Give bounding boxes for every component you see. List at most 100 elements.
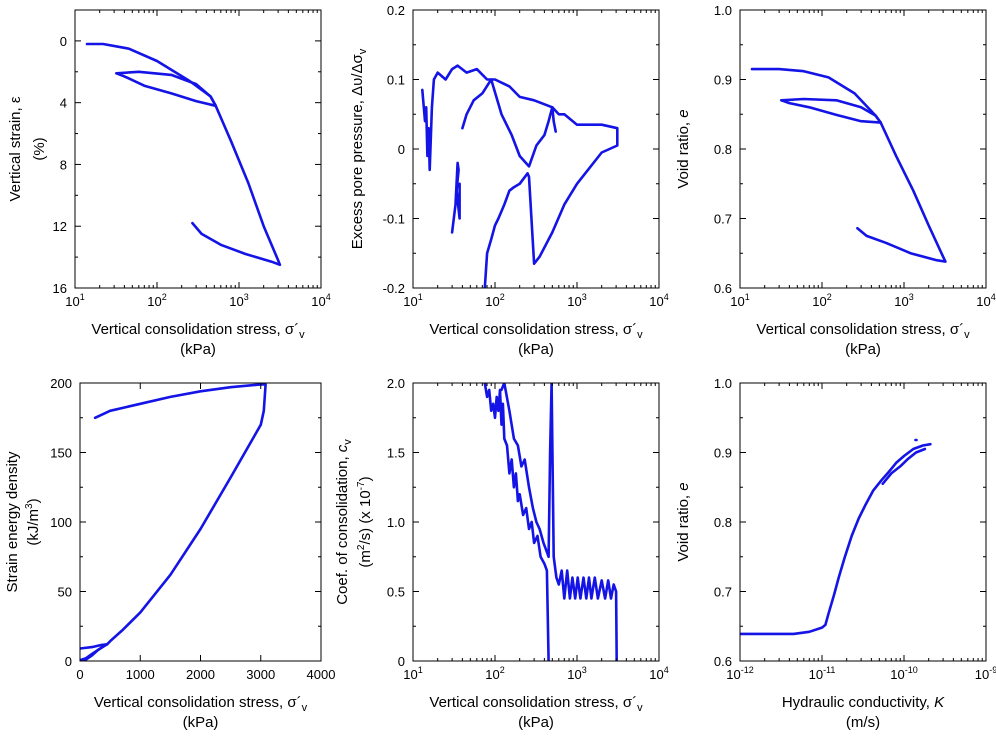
y-tick-label: 0 — [60, 34, 67, 49]
series-line-3 — [115, 70, 217, 108]
x-tick-label: 101 — [65, 292, 84, 309]
panel-6: 10-12 10-11 10-10 10-9 0.6 0.7 0.8 0.9 1.0 Hydrau… — [675, 376, 996, 731]
y-tick-label: 0.6 — [714, 281, 732, 296]
plot-frame — [739, 9, 987, 289]
x-tick-label: 2000 — [186, 667, 215, 682]
x-tick-label: 104 — [311, 292, 330, 309]
x-tick-label: 101 — [403, 292, 422, 309]
panel-2: 101 102 103 104 -0.2 -0.1 0 0.1 0.2 Vertical cons… — [349, 3, 669, 358]
y-tick-label: -0.1 — [383, 212, 405, 227]
x-tick-label: 101 — [730, 292, 749, 309]
x-axis-label: Vertical consolidation stress, σ´v — [756, 321, 970, 341]
series-line-2 — [450, 161, 461, 234]
y-axis-label: Excess pore pressure, Δυ/Δσv — [349, 48, 369, 249]
y-axis-label: Void ratio, e — [675, 109, 692, 188]
x-tick-label: 103 — [567, 292, 586, 309]
x-tick-label: 101 — [403, 665, 422, 682]
series-line-2 — [881, 447, 927, 486]
panel-5: 101 102 103 104 0 0.5 1.0 1.5 2.0 Vertical consol… — [334, 376, 669, 731]
x-tick-label: 4000 — [307, 667, 336, 682]
y-axis-unit: (%) — [31, 137, 48, 160]
x-axis-unit: (m/s) — [846, 714, 880, 731]
y-tick-label: 1.0 — [714, 376, 732, 391]
y-tick-label: 0.7 — [714, 585, 732, 600]
series-line-2 — [500, 383, 618, 661]
x-tick-label: 103 — [567, 665, 586, 682]
x-tick-label: 104 — [649, 665, 668, 682]
y-tick-label: 1.0 — [387, 515, 405, 530]
x-tick-label: 103 — [894, 292, 913, 309]
x-axis-unit: (kPa) — [518, 341, 554, 358]
series-line-1 — [421, 64, 619, 288]
series-line-3 — [83, 643, 109, 661]
series-line-1 — [740, 442, 932, 636]
x-tick-label: 3000 — [246, 667, 275, 682]
y-tick-label: 0.6 — [714, 654, 732, 669]
x-axis-unit: (kPa) — [183, 714, 219, 731]
y-tick-label: 0.7 — [714, 212, 732, 227]
y-tick-label: 4 — [60, 96, 67, 111]
y-tick-label: 0.1 — [387, 73, 405, 88]
panel-3: 101 102 103 104 0.6 0.7 0.8 0.9 1.0 Vertical cons… — [675, 3, 996, 358]
series-line-1 — [750, 67, 947, 263]
y-axis-label: Vertical strain, ε — [7, 96, 24, 201]
y-tick-label: 0.9 — [714, 73, 732, 88]
y-axis-unit: (m2/s) (x 10-7) — [356, 476, 374, 567]
y-axis-label: Void ratio, e — [675, 482, 692, 561]
y-axis-label: Strain energy density — [4, 451, 21, 592]
x-axis-unit: (kPa) — [180, 341, 216, 358]
y-tick-label: 50 — [58, 585, 72, 600]
y-tick-label: 0.8 — [714, 515, 732, 530]
x-tick-label: 10-11 — [809, 665, 836, 682]
y-tick-label: 16 — [53, 281, 67, 296]
y-tick-label: 1.0 — [714, 3, 732, 18]
x-axis-unit: (kPa) — [518, 714, 554, 731]
plot-frame — [739, 382, 987, 662]
y-tick-label: 1.5 — [387, 446, 405, 461]
y-tick-label: 0 — [65, 654, 72, 669]
y-tick-label: 0.5 — [387, 585, 405, 600]
y-tick-label: -0.2 — [383, 281, 405, 296]
x-axis-label: Vertical consolidation stress, σ´v — [94, 694, 308, 714]
y-tick-label: 2.0 — [387, 376, 405, 391]
x-tick-label: 10-9 — [975, 665, 996, 682]
x-tick-label: 0 — [76, 667, 83, 682]
x-tick-label: 10-12 — [726, 665, 753, 682]
x-tick-label: 102 — [485, 665, 504, 682]
y-tick-label: 0.9 — [714, 446, 732, 461]
x-axis-label: Vertical consolidation stress, σ´v — [429, 694, 643, 714]
x-axis-unit: (kPa) — [845, 341, 881, 358]
series-line-1 — [80, 383, 267, 661]
series-line-2 — [780, 99, 882, 124]
y-tick-label: 8 — [60, 157, 67, 172]
plot-frame — [74, 9, 322, 289]
y-tick-label: 12 — [53, 219, 67, 234]
series-line-1 — [483, 383, 550, 661]
y-tick-label: 100 — [50, 515, 72, 530]
y-tick-label: 0 — [398, 142, 405, 157]
y-tick-label: 0.2 — [387, 3, 405, 18]
panel-1: 101 102 103 104 0 4 8 12 16 Vertical consolidatio… — [7, 9, 331, 358]
series-line-3 — [780, 97, 882, 124]
x-axis-label: Hydraulic conductivity, K — [782, 694, 945, 711]
series-line-2 — [115, 72, 217, 108]
y-axis-unit: (kJ/m3) — [24, 498, 42, 545]
y-tick-label: 0 — [398, 654, 405, 669]
x-tick-label: 1000 — [126, 667, 155, 682]
x-axis-label: Vertical consolidation stress, σ´v — [91, 321, 305, 341]
panel-4: 0 1000 2000 3000 4000 0 50 100 150 200 Vertical co… — [4, 376, 335, 731]
series-line-1 — [85, 42, 282, 267]
x-tick-label: 104 — [976, 292, 995, 309]
plot-frame — [79, 382, 322, 662]
y-tick-label: 150 — [50, 446, 72, 461]
y-axis-label: Coef. of consolidation, cv — [334, 439, 354, 605]
series-line-3 — [461, 78, 557, 168]
x-tick-label: 104 — [649, 292, 668, 309]
y-tick-label: 0.8 — [714, 142, 732, 157]
x-tick-label: 10-10 — [890, 665, 917, 682]
x-tick-label: 102 — [812, 292, 831, 309]
x-tick-label: 102 — [485, 292, 504, 309]
x-tick-label: 103 — [229, 292, 248, 309]
x-axis-label: Vertical consolidation stress, σ´v — [429, 321, 643, 341]
